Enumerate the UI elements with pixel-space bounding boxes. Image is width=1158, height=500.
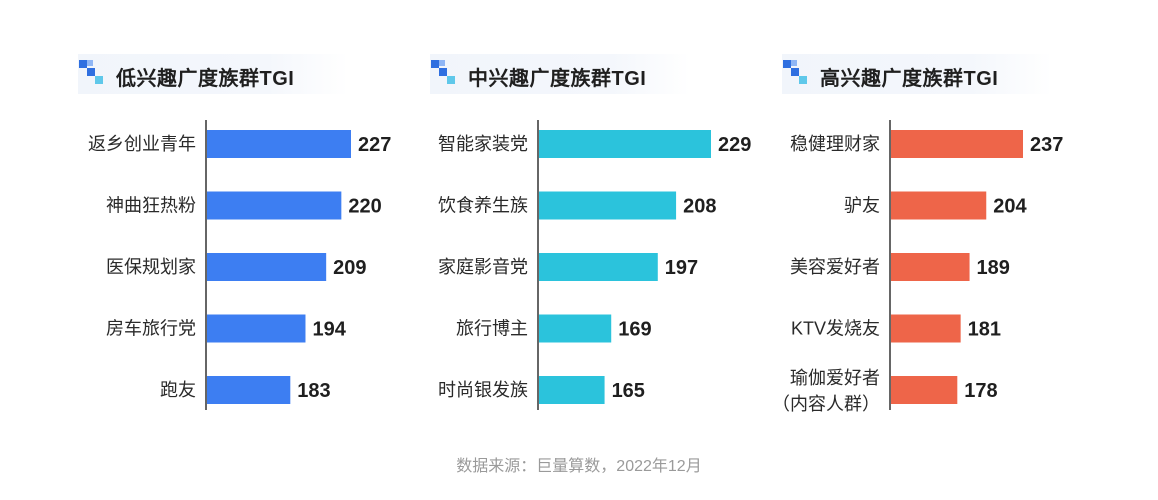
value-label: 220 <box>348 196 381 218</box>
value-label: 194 <box>312 319 346 341</box>
chart-title: 高兴趣广度族群TGI <box>820 68 999 90</box>
bar <box>539 253 658 281</box>
bar <box>891 130 1023 158</box>
stair-blocks-icon <box>431 60 455 84</box>
panel-high-interest: 高兴趣广度族群TGI 稳健理财家 237 驴友 204 美容爱好者 189 KTV发烧友 18… <box>772 0 1102 440</box>
category-label: 智能家装党 <box>438 134 528 154</box>
panel-low-interest: 低兴趣广度族群TGI 返乡创业青年 227 神曲狂热粉 220 医保规划家 209 房车旅行… <box>78 0 398 440</box>
stair-blocks-icon <box>783 60 807 84</box>
value-label: 204 <box>993 196 1027 218</box>
value-label: 169 <box>618 319 651 341</box>
value-label: 189 <box>977 257 1010 279</box>
bar <box>207 314 306 343</box>
category-label: 时尚银发族 <box>438 380 528 400</box>
panel-title-bar: 中兴趣广度族群TGI <box>430 54 690 94</box>
panel-mid-interest: 中兴趣广度族群TGI 智能家装党 229 饮食养生族 208 家庭影音党 197 旅行博主 1… <box>430 0 751 440</box>
bar <box>539 314 612 343</box>
chart-title: 中兴趣广度族群TGI <box>468 68 647 90</box>
stair-blocks-icon <box>79 60 103 84</box>
bar <box>207 253 327 281</box>
category-label: KTV发烧友 <box>791 319 880 339</box>
value-label: 237 <box>1030 134 1063 156</box>
panel-title-bar: 低兴趣广度族群TGI <box>78 54 348 94</box>
bar <box>891 191 987 220</box>
chart-title: 低兴趣广度族群TGI <box>116 68 295 90</box>
category-label: 家庭影音党 <box>438 257 528 277</box>
category-label: 美容爱好者 <box>790 257 880 277</box>
value-label: 181 <box>968 319 1001 341</box>
value-label: 227 <box>358 134 391 156</box>
bar-chart-mid: 智能家装党 229 饮食养生族 208 家庭影音党 197 旅行博主 169 时尚银发族 165 <box>438 120 751 410</box>
value-label: 229 <box>718 134 751 156</box>
bar <box>539 376 605 404</box>
bar <box>891 314 961 343</box>
category-label: 旅行博主 <box>456 319 528 339</box>
value-label: 208 <box>683 196 716 218</box>
category-label: 神曲狂热粉 <box>106 196 196 216</box>
bar <box>207 191 342 220</box>
category-label: 饮食养生族 <box>438 196 528 216</box>
bar <box>891 376 958 404</box>
value-label: 165 <box>612 380 645 402</box>
category-label: 返乡创业青年 <box>88 134 196 154</box>
category-label: 稳健理财家 <box>790 134 880 154</box>
panel-title-bar: 高兴趣广度族群TGI <box>782 54 1052 94</box>
bar <box>539 130 711 158</box>
value-label: 209 <box>333 257 366 279</box>
bar <box>539 191 677 220</box>
category-label: （内容人群） <box>772 394 880 414</box>
bar-chart-low: 返乡创业青年 227 神曲狂热粉 220 医保规划家 209 房车旅行党 194 跑友 183 <box>88 120 391 410</box>
bar <box>207 130 351 158</box>
bar-chart-high: 稳健理财家 237 驴友 204 美容爱好者 189 KTV发烧友 181 瑜伽爱好者 （内容人群… <box>772 120 1063 414</box>
value-label: 178 <box>964 380 997 402</box>
value-label: 183 <box>297 380 330 402</box>
category-label: 驴友 <box>844 196 880 216</box>
category-label: 房车旅行党 <box>106 319 196 339</box>
data-source-note: 数据来源：巨量算数，2022年12月 <box>456 458 702 475</box>
bar <box>891 253 970 281</box>
bar <box>207 376 291 404</box>
category-label: 跑友 <box>160 380 196 400</box>
category-label: 医保规划家 <box>106 257 196 277</box>
category-label: 瑜伽爱好者 <box>790 368 880 388</box>
value-label: 197 <box>665 257 698 279</box>
